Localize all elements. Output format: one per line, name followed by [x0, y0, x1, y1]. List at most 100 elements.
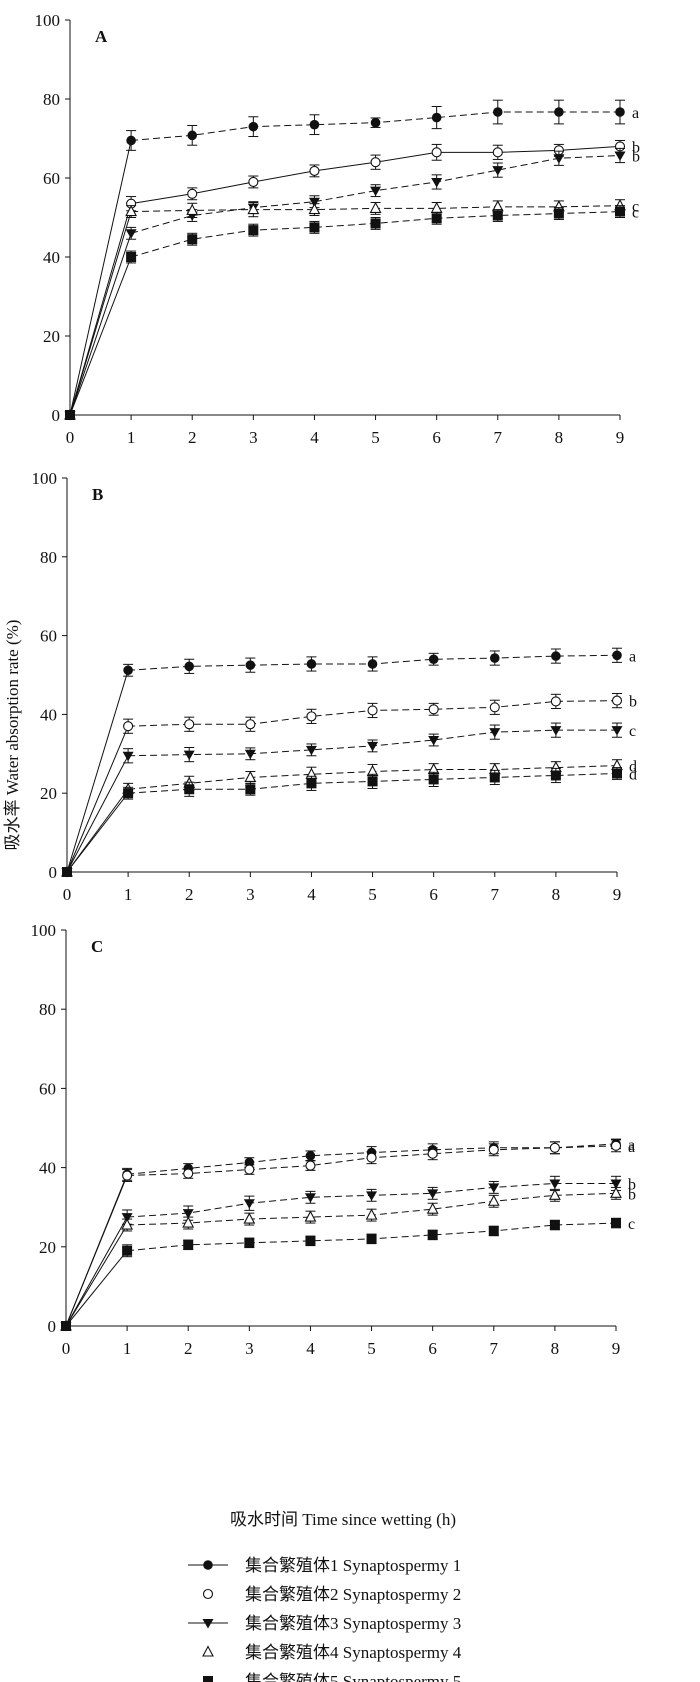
- data-point: [183, 1239, 194, 1250]
- data-point: [367, 705, 378, 716]
- data-point: [370, 117, 381, 128]
- series-line-segment: [65, 1175, 128, 1327]
- data-point: [492, 107, 503, 117]
- data-point: [549, 1220, 560, 1231]
- series-line-segment: [69, 140, 132, 416]
- data-point: [247, 202, 260, 215]
- x-tick-label: 9: [612, 1339, 621, 1358]
- data-point: [245, 719, 256, 730]
- legend-marker: [202, 1619, 214, 1629]
- series-line-segment: [66, 755, 129, 873]
- series-line-segment: [69, 233, 132, 416]
- data-point: [248, 121, 259, 132]
- x-tick-label: 2: [184, 1339, 193, 1358]
- data-point: [244, 749, 256, 760]
- data-point: [304, 1193, 316, 1203]
- data-point: [309, 165, 320, 176]
- data-point: [187, 188, 198, 199]
- data-point: [611, 1218, 621, 1229]
- panel-label: A: [95, 27, 108, 46]
- data-point: [305, 745, 317, 756]
- x-tick-label: 1: [127, 428, 136, 447]
- data-point: [184, 719, 195, 730]
- legend-label: 集合繁殖体3 Synaptospermy 3: [245, 1614, 461, 1633]
- data-point: [610, 1179, 622, 1189]
- data-point: [309, 222, 320, 233]
- data-point: [122, 751, 134, 762]
- y-tick-label: 100: [31, 921, 57, 940]
- series-2: b: [61, 693, 637, 878]
- series-4: b: [60, 1186, 636, 1331]
- data-point: [182, 1209, 194, 1219]
- x-tick-label: 0: [62, 1339, 71, 1358]
- legend-item: 集合繁殖体1 Synaptospermy 1: [188, 1556, 461, 1575]
- legend-label: 集合繁殖体2 Synaptospermy 2: [245, 1585, 461, 1604]
- y-tick-label: 100: [35, 11, 61, 30]
- significance-letter: b: [628, 1176, 636, 1193]
- x-axis-label: 吸水时间 Time since wetting (h): [230, 1510, 456, 1529]
- x-tick-label: 2: [185, 885, 194, 904]
- data-point: [367, 776, 378, 787]
- data-point: [369, 201, 382, 213]
- x-tick-label: 3: [245, 1339, 254, 1358]
- data-point: [550, 696, 561, 707]
- y-tick-label: 80: [39, 1000, 56, 1019]
- significance-letter: c: [628, 1216, 635, 1233]
- data-point: [61, 1321, 71, 1331]
- y-tick-label: 0: [48, 1317, 57, 1336]
- data-point: [308, 202, 321, 215]
- data-point: [121, 1218, 134, 1230]
- x-tick-label: 1: [123, 1339, 132, 1358]
- data-point: [182, 1216, 195, 1228]
- data-point: [244, 770, 257, 782]
- data-point: [125, 204, 138, 217]
- legend-marker: [203, 1676, 213, 1682]
- x-tick-label: 7: [490, 1339, 499, 1358]
- significance-letter: a: [628, 1137, 635, 1154]
- data-point: [610, 1186, 622, 1198]
- data-point: [427, 1229, 438, 1240]
- data-point: [489, 772, 500, 783]
- data-point: [244, 1237, 255, 1248]
- data-point: [367, 741, 379, 752]
- x-tick-label: 8: [555, 428, 564, 447]
- data-point: [370, 186, 382, 197]
- y-tick-label: 20: [40, 784, 57, 803]
- data-point: [549, 1179, 561, 1189]
- series-line-segment: [66, 670, 129, 873]
- x-tick-label: 9: [616, 428, 625, 447]
- significance-letter: d: [629, 767, 637, 784]
- series-line-segment: [65, 1250, 128, 1327]
- significance-letter: b: [632, 139, 640, 156]
- data-point: [243, 1199, 255, 1209]
- legend: 集合繁殖体1 Synaptospermy 1 集合繁殖体2 Synaptosper…: [188, 1556, 462, 1682]
- series-1: a: [62, 647, 636, 877]
- panel-label: B: [92, 485, 103, 504]
- series-line-segment: [66, 792, 129, 873]
- y-tick-label: 0: [49, 863, 58, 882]
- y-tick-label: 40: [43, 248, 60, 267]
- data-point: [428, 736, 440, 746]
- data-point: [187, 234, 198, 245]
- y-axis-label: 吸水率 Water absorption rate (%): [3, 620, 22, 851]
- data-point: [186, 203, 199, 215]
- data-point: [614, 151, 626, 161]
- data-point: [184, 784, 195, 795]
- data-point: [610, 1140, 622, 1151]
- legend-label: 集合繁殖体5 Synaptospermy 5: [245, 1672, 461, 1682]
- series-2: b: [64, 139, 640, 421]
- significance-letter: b: [629, 694, 637, 711]
- data-point: [244, 1164, 255, 1175]
- panel-label: C: [91, 937, 103, 956]
- y-tick-label: 80: [40, 548, 57, 567]
- data-point: [611, 695, 623, 706]
- data-point: [553, 154, 565, 164]
- data-point: [183, 750, 195, 761]
- y-tick-label: 40: [39, 1159, 56, 1178]
- data-point: [187, 130, 198, 141]
- data-point: [548, 1188, 561, 1200]
- data-point: [489, 702, 500, 713]
- data-point: [492, 166, 504, 176]
